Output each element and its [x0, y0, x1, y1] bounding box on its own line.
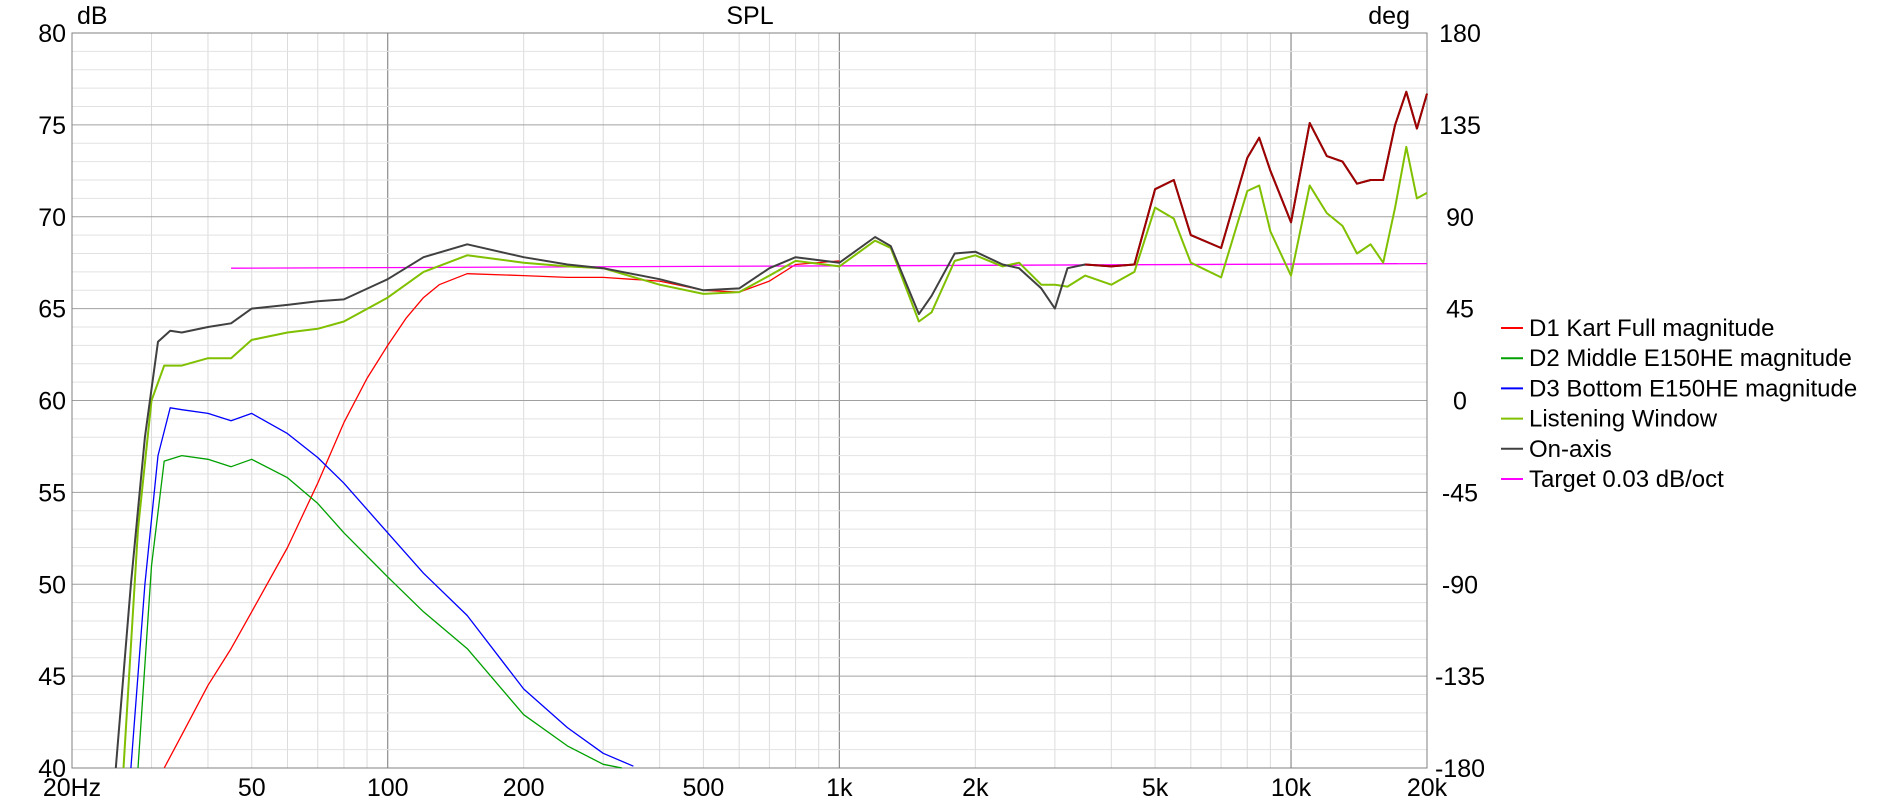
y-axis-label: dB: [77, 2, 108, 30]
legend-label: Target 0.03 dB/oct: [1529, 466, 1724, 493]
y2-tick-label: 0: [1453, 388, 1467, 416]
x-tick-label: 10k: [1271, 774, 1312, 800]
y-tick-label: 75: [38, 112, 66, 140]
y2-tick-label: 45: [1446, 296, 1474, 324]
x-tick-label: 20Hz: [43, 774, 101, 800]
legend-label: D3 Bottom E150HE magnitude: [1529, 375, 1857, 402]
y-tick-label: 45: [38, 663, 66, 691]
plot-frame: [71, 32, 1428, 769]
x-tick-label: 20k: [1407, 774, 1448, 800]
y-tick-label: 80: [38, 20, 66, 48]
legend-label: D1 Kart Full magnitude: [1529, 315, 1774, 342]
y-tick-label: 70: [38, 204, 66, 232]
chart-title: SPL: [726, 2, 773, 30]
series-d2-middle: [137, 454, 623, 769]
grid: [72, 33, 1427, 768]
y-tick-label: 55: [38, 479, 66, 507]
y2-tick-label: 135: [1439, 112, 1481, 140]
y-tick-label: 40: [38, 755, 66, 783]
x-tick-label: 100: [367, 774, 409, 800]
legend-label: On-axis: [1529, 436, 1612, 463]
x-tick-label: 2k: [962, 774, 989, 800]
y2-axis-label: deg: [1368, 2, 1410, 30]
series-d1-hf-overlay: [1085, 90, 1428, 268]
x-tick-label: 500: [683, 774, 725, 800]
legend: D1 Kart Full magnitude D2 Middle E150HE m…: [1501, 315, 1857, 493]
series-listening-window: [122, 145, 1428, 769]
x-tick-label: 50: [238, 774, 266, 800]
series-d1-kart-full: [163, 260, 840, 769]
series-layer: [114, 90, 1428, 769]
x-tick-label: 1k: [826, 774, 853, 800]
y-tick-label: 60: [38, 388, 66, 416]
legend-label: D2 Middle E150HE magnitude: [1529, 345, 1852, 372]
axes-layer: 20Hz 50 100 200 500 1k 2k 5k 10k 20k 40 45 50 55 60 65 7…: [38, 20, 1485, 800]
y2-tick-label: -45: [1442, 479, 1478, 507]
y2-tick-label: 90: [1446, 204, 1474, 232]
y2-tick-label: -180: [1435, 755, 1485, 783]
y2-tick-label: -135: [1435, 663, 1485, 691]
y-tick-label: 65: [38, 296, 66, 324]
x-tick-label: 5k: [1142, 774, 1169, 800]
y-tick-label: 50: [38, 571, 66, 599]
series-d3-bottom: [130, 407, 634, 769]
x-tick-label: 200: [503, 774, 545, 800]
legend-label: Listening Window: [1529, 406, 1718, 433]
y2-tick-label: 180: [1439, 20, 1481, 48]
y2-tick-label: -90: [1442, 571, 1478, 599]
